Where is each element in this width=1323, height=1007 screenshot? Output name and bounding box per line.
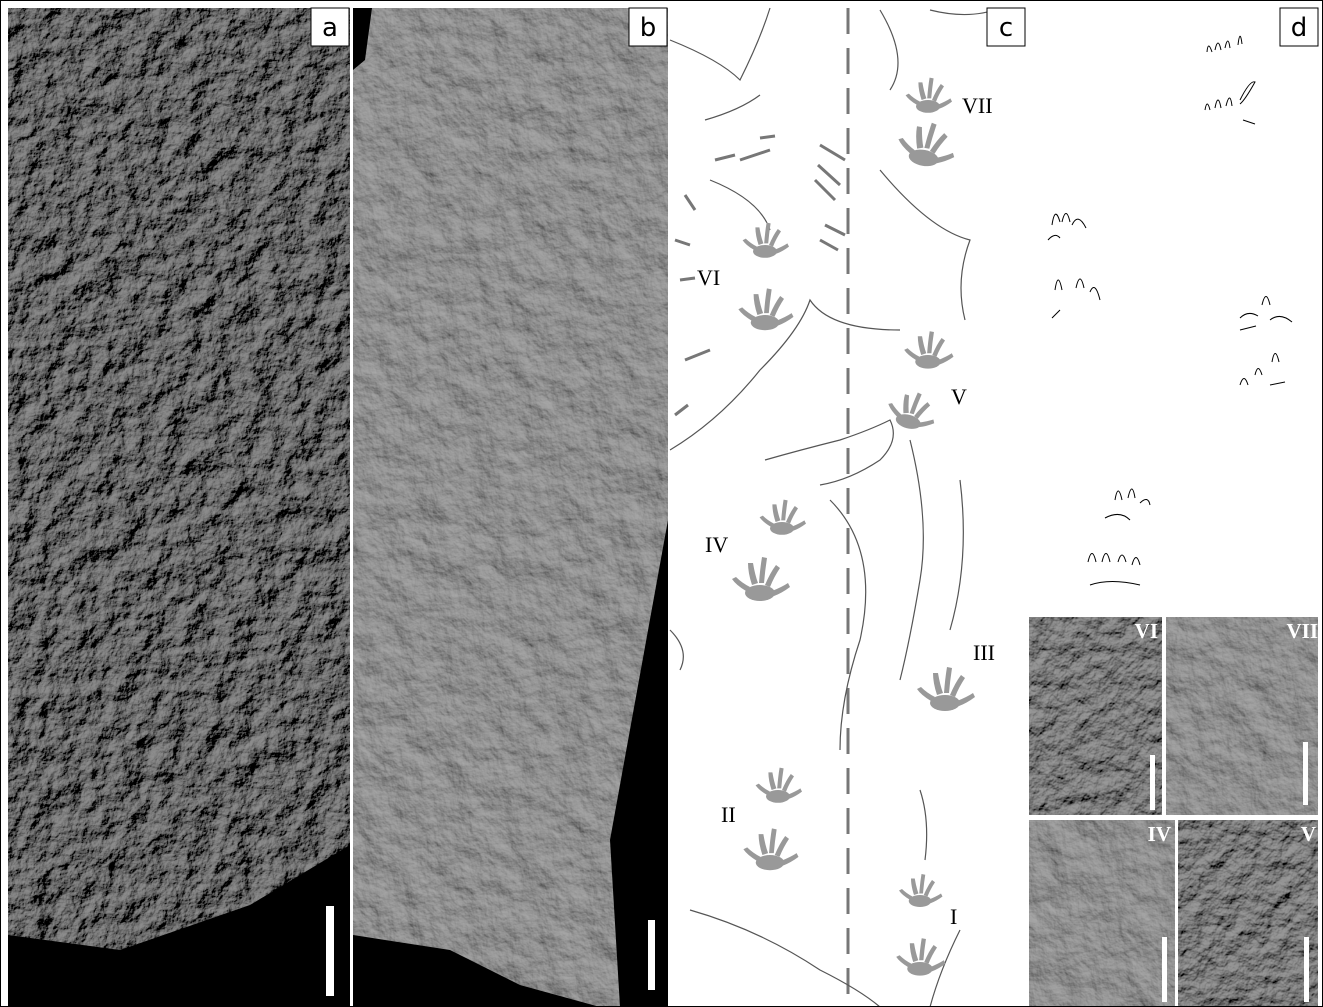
trackway-label: II: [721, 802, 736, 827]
inset-photo: [1166, 617, 1318, 815]
panel-c: c VII VI V IV III II I: [670, 8, 1025, 1007]
scale-bar: [1304, 937, 1309, 1002]
figure: a b c VII VI V IV III II I d VI VII IV V: [0, 0, 1323, 1007]
panel-label: d: [1291, 13, 1308, 43]
scale-bar-b: [648, 920, 655, 990]
scale-bar: [1162, 937, 1167, 1002]
panel-d: d VI VII IV V: [1028, 8, 1318, 1007]
scale-bar: [1303, 742, 1308, 805]
trackway-label: IV: [705, 532, 728, 557]
panel-label: c: [999, 13, 1013, 43]
inset-label: IV: [1148, 822, 1171, 846]
inset-label: VII: [1286, 619, 1318, 643]
inset-photo: [1029, 820, 1175, 1007]
scale-bar-a: [326, 906, 334, 996]
drawing-d: [1028, 8, 1318, 614]
trackway-label: I: [950, 904, 957, 929]
trackway-label: VII: [962, 93, 993, 118]
body: a b c VII VI V IV III II I d VI VII IV V…: [0, 0, 1323, 1007]
panel-b: b: [353, 8, 668, 1007]
inset-photo: [1029, 617, 1162, 815]
page: Footprint figure {"panels":[ {"label":"a…: [0, 0, 1323, 1007]
inset-label: V: [1301, 822, 1316, 846]
inset-label: VI: [1135, 619, 1158, 643]
panel-label: b: [640, 13, 657, 43]
trackway-label: V: [951, 384, 967, 409]
panel-label: a: [322, 13, 338, 43]
inset-photo: [1178, 820, 1318, 1007]
scale-bar: [1150, 755, 1155, 810]
panel-a: a: [8, 8, 350, 1007]
photo-a: [8, 8, 350, 1007]
trackway-label: III: [973, 640, 995, 665]
trackway-label: VI: [697, 265, 720, 290]
